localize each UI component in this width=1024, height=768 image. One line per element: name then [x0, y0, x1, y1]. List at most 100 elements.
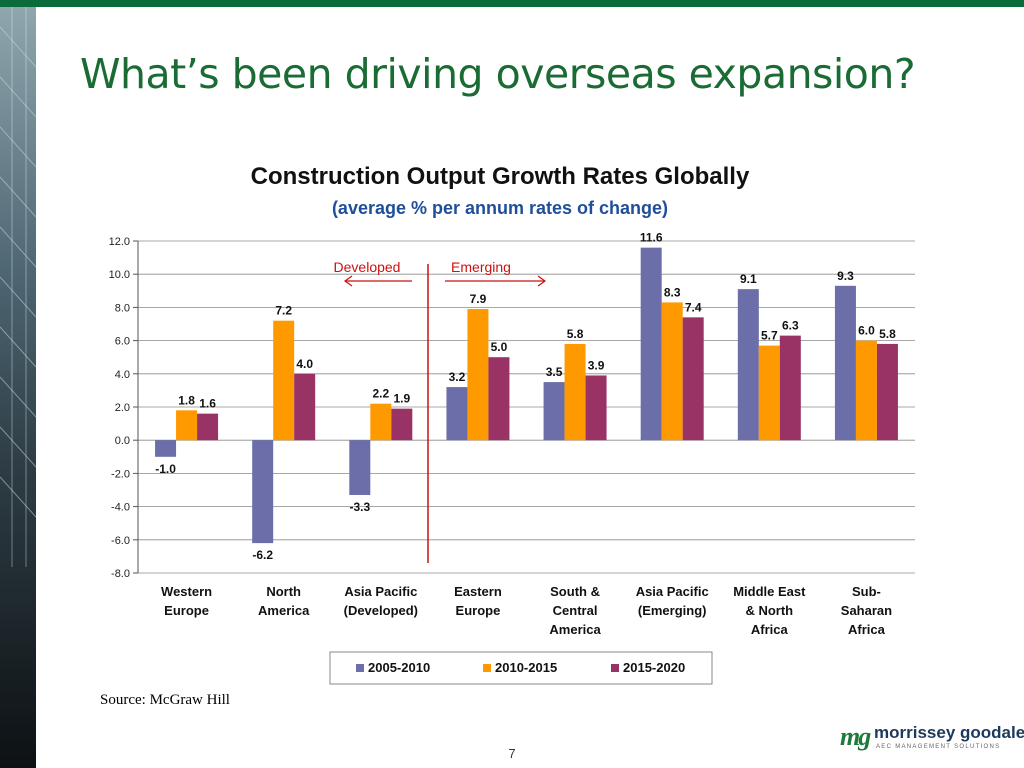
- category-labels: Western Europe North America Asia Pacific (De…: [161, 584, 892, 637]
- category-label: Central: [553, 603, 598, 618]
- data-label: -3.3: [349, 500, 370, 514]
- chart-subtitle: (average % per annum rates of change): [332, 198, 668, 218]
- data-label: 7.2: [275, 304, 292, 318]
- bar: [682, 317, 704, 441]
- category-label: & North: [745, 603, 793, 618]
- legend-swatch: [483, 664, 491, 672]
- bar: [197, 413, 219, 441]
- developed-emerging-divider: Developed Emerging: [334, 259, 547, 563]
- legend-swatch: [356, 664, 364, 672]
- y-tick-label: -8.0: [111, 568, 130, 580]
- bar: [467, 309, 489, 441]
- bar: [370, 403, 392, 441]
- data-label: 8.3: [664, 285, 681, 299]
- bar-series: [155, 247, 898, 544]
- data-label: -1.0: [155, 462, 176, 476]
- bar: [273, 320, 295, 441]
- data-label: 4.0: [296, 357, 313, 371]
- data-label: 1.9: [393, 392, 410, 406]
- bar: [661, 302, 683, 441]
- logo-tagline: AEC MANAGEMENT SOLUTIONS: [876, 744, 1001, 750]
- y-tick-label: 12.0: [109, 236, 130, 248]
- bar: [737, 289, 759, 441]
- bar: [446, 387, 468, 441]
- bar: [252, 440, 274, 544]
- category-label: Western: [161, 584, 212, 599]
- y-tick-label: 4.0: [115, 369, 130, 381]
- category-label: Europe: [456, 603, 501, 618]
- data-label: 9.1: [740, 272, 757, 286]
- data-label: 3.9: [588, 358, 605, 372]
- bar: [876, 343, 898, 441]
- y-tick-label: -6.0: [111, 535, 130, 547]
- y-tick-label: 6.0: [115, 336, 130, 348]
- data-label: 1.8: [178, 393, 195, 407]
- category-label: Eastern: [454, 584, 502, 599]
- category-label: Asia Pacific: [636, 584, 709, 599]
- data-label: 7.9: [470, 292, 487, 306]
- arrow-left-head: [343, 275, 353, 287]
- category-label: South &: [550, 584, 600, 599]
- data-label: 5.8: [567, 327, 584, 341]
- category-label: Europe: [164, 603, 209, 618]
- category-label: (Developed): [344, 603, 418, 618]
- data-label: 7.4: [685, 300, 702, 314]
- developed-label: Developed: [334, 259, 401, 275]
- bar: [855, 340, 877, 441]
- bar: [543, 382, 565, 441]
- bar: [391, 408, 413, 441]
- bar: [488, 357, 510, 441]
- arrow-right-head: [537, 275, 547, 287]
- category-label: Africa: [848, 622, 886, 637]
- bar: [779, 335, 801, 441]
- category-label: Middle East: [733, 584, 806, 599]
- page-number: 7: [508, 746, 516, 761]
- bar: [585, 375, 607, 441]
- data-label: 9.3: [837, 269, 854, 283]
- y-tick-label: 2.0: [115, 402, 130, 414]
- chart-title: Construction Output Growth Rates Globall…: [251, 163, 750, 190]
- y-axis-ticks: 12.0 10.0 8.0 6.0 4.0 2.0 0.0 -2.0 -4.0 -6.0 -8.0: [109, 236, 139, 580]
- category-label: America: [258, 603, 310, 618]
- bar: [349, 440, 371, 495]
- legend-box: [329, 651, 713, 685]
- bar: [176, 410, 198, 441]
- y-tick-label: 0.0: [115, 435, 130, 447]
- data-label: 3.2: [449, 370, 466, 384]
- data-label: 6.3: [782, 319, 799, 333]
- emerging-label: Emerging: [451, 259, 511, 275]
- category-label: (Emerging): [638, 603, 707, 618]
- bar: [564, 343, 586, 441]
- legend-swatch: [611, 664, 619, 672]
- building-photo-strip: [0, 7, 36, 768]
- legend-label: 2015-2020: [623, 660, 685, 675]
- logo-mark: mg: [840, 722, 871, 751]
- bar: [758, 345, 780, 441]
- legend-label: 2005-2010: [368, 660, 430, 675]
- slide-title: What’s been driving overseas expansion?: [80, 50, 916, 98]
- bar: [640, 247, 662, 441]
- category-label: Saharan: [841, 603, 892, 618]
- data-label: 5.7: [761, 329, 778, 343]
- chart-legend: 2005-2010 2010-2015 2015-2020: [329, 651, 713, 685]
- top-accent-bar: [0, 0, 1024, 7]
- category-label: Africa: [751, 622, 789, 637]
- data-label: 2.2: [372, 387, 389, 401]
- source-note: Source: McGraw Hill: [100, 692, 230, 708]
- category-label: Sub-: [852, 584, 881, 599]
- category-label: North: [266, 584, 301, 599]
- y-tick-label: 10.0: [109, 269, 130, 281]
- data-label: 11.6: [640, 231, 663, 245]
- bar: [834, 285, 856, 441]
- data-label: -6.2: [252, 548, 273, 562]
- company-logo: mg morrissey goodale AEC MANAGEMENT SOLU…: [840, 720, 1024, 756]
- data-labels: -1.0 1.8 1.6 -6.2 7.2 4.0 -3.3 2.2 1.9 3.2 7.9 5.0 3…: [155, 231, 896, 562]
- y-tick-label: -4.0: [111, 502, 130, 514]
- data-label: 6.0: [858, 324, 875, 338]
- legend-label: 2010-2015: [495, 660, 557, 675]
- data-label: 1.6: [199, 397, 216, 411]
- data-label: 5.0: [491, 340, 508, 354]
- category-label: America: [549, 622, 601, 637]
- data-label: 3.5: [546, 365, 563, 379]
